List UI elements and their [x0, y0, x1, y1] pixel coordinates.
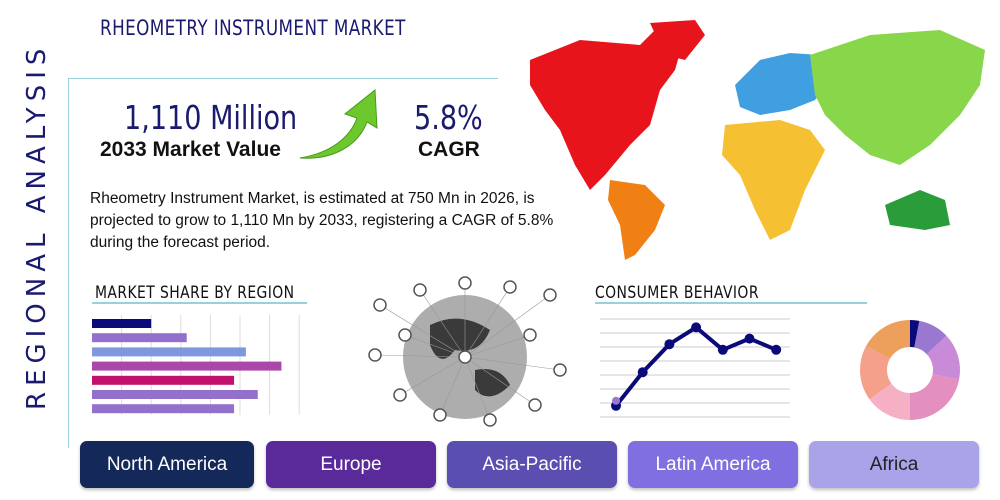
- network-node: [523, 328, 537, 342]
- network-link: [464, 294, 551, 358]
- donut-slice: [914, 320, 947, 355]
- north-america: [530, 30, 685, 190]
- region-button-label: Asia-Pacific: [482, 453, 582, 475]
- region-button-label: Latin America: [655, 453, 771, 475]
- bar: [92, 361, 282, 371]
- network-link: [399, 356, 466, 396]
- region-button-europe[interactable]: Europe: [266, 441, 436, 488]
- asia: [810, 30, 985, 165]
- page-title: RHEOMETRY INSTRUMENT MARKET: [100, 16, 406, 40]
- region-button-label: Africa: [869, 453, 919, 475]
- data-point: [717, 344, 728, 355]
- consumer-donut-chart: [860, 320, 960, 420]
- donut-slice: [926, 335, 960, 380]
- globe-landmass: [430, 318, 510, 397]
- europe: [735, 53, 835, 115]
- data-point: [744, 333, 755, 344]
- bar: [92, 333, 187, 343]
- network-node: [503, 280, 517, 294]
- network-node: [458, 350, 472, 364]
- region-button-north-america[interactable]: North America: [80, 441, 254, 488]
- network-link: [374, 354, 466, 358]
- consumer-line-chart: [600, 318, 790, 418]
- network-node: [368, 348, 382, 362]
- description: Rheometry Instrument Market, is estimate…: [90, 190, 554, 251]
- divider: [92, 302, 307, 304]
- network-link: [439, 356, 466, 416]
- growth-arrow-icon: [299, 89, 378, 159]
- network-node: [393, 388, 407, 402]
- content-frame: [68, 78, 498, 448]
- network-node: [413, 283, 427, 297]
- africa: [722, 120, 825, 240]
- bar: [92, 390, 258, 399]
- data-point: [637, 367, 648, 378]
- network-node: [433, 408, 447, 422]
- network-link: [464, 356, 536, 406]
- side-label: REGIONAL ANALYSIS: [22, 42, 52, 410]
- donut-slice: [869, 383, 910, 420]
- bar: [92, 404, 235, 414]
- network-node: [458, 276, 472, 290]
- network-node: [553, 363, 567, 377]
- network-link: [464, 286, 511, 358]
- donut-slice: [910, 374, 960, 420]
- cagr-label: CAGR: [418, 138, 480, 161]
- network-link: [379, 304, 466, 358]
- bar: [92, 375, 235, 385]
- divider: [595, 302, 867, 304]
- network-link: [464, 334, 531, 358]
- region-button-label: Europe: [320, 453, 382, 475]
- south-america: [608, 180, 665, 260]
- network-link: [404, 334, 466, 358]
- data-point-highlight: [612, 396, 620, 405]
- greenland: [650, 20, 705, 60]
- network-link: [464, 356, 561, 371]
- bar: [92, 347, 246, 357]
- market-share-heading: MARKET SHARE BY REGION: [95, 283, 295, 303]
- network-node: [483, 413, 497, 427]
- data-point: [664, 339, 675, 350]
- region-button-asia-pacific[interactable]: Asia-Pacific: [447, 441, 617, 488]
- market-share-bar-chart: [92, 315, 300, 415]
- region-button-label: North America: [106, 453, 228, 475]
- network-node: [398, 328, 412, 342]
- donut-slice: [910, 320, 920, 348]
- globe-network-illustration: [368, 276, 567, 427]
- data-point: [691, 322, 702, 333]
- cagr-value: 5.8%: [414, 98, 483, 137]
- donut-slice: [860, 345, 892, 400]
- world-map: [530, 20, 985, 260]
- oceania: [885, 190, 950, 230]
- network-link: [464, 356, 491, 421]
- network-node: [543, 288, 557, 302]
- region-button-latin-america[interactable]: Latin America: [628, 441, 798, 488]
- market-value: 1,110 Million: [124, 98, 298, 137]
- network-node: [528, 398, 542, 412]
- bar: [92, 319, 152, 328]
- region-button-africa[interactable]: Africa: [809, 441, 979, 488]
- data-point: [771, 344, 782, 355]
- market-value-label: 2033 Market Value: [100, 138, 281, 161]
- donut-slice: [866, 320, 910, 359]
- network-link: [419, 289, 466, 358]
- consumer-behavior-heading: CONSUMER BEHAVIOR: [595, 283, 759, 303]
- network-node: [373, 298, 387, 312]
